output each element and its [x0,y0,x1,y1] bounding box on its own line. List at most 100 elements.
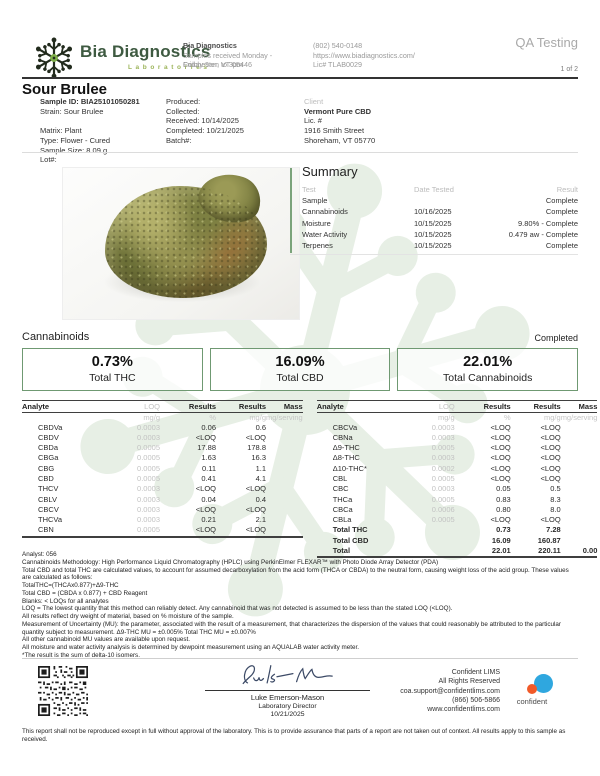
cannabinoids-section-title: Cannabinoids [22,331,90,343]
collected-date: Collected: [166,106,200,116]
confident-rights: All Rights Reserved [438,678,500,686]
summary-row: Moisture 10/15/2025 9.80% - Complete [302,218,578,228]
sample-title: Sour Brulee [22,81,108,98]
summary-divider [290,254,578,255]
completed-date: Completed: 10/21/2025 [166,126,244,136]
table-row: CBN 0.0005 <LOQ <LOQ [38,525,266,535]
table-row: CBCV 0.0003 <LOQ <LOQ [38,504,266,514]
footnote-line: All results reflect dry weight of materi… [22,613,234,620]
summary-title: Summary [302,164,358,179]
lab-website-link: https://www.biadiagnostics.com/ [313,50,415,60]
footnotes: Analyst: 056 Cannabinoids Methodology: H… [22,551,578,660]
dates-info-column: Produced: Collected: Received: 10/14/202… [166,97,296,146]
table-row: Total THC 0.73 7.28 [332,525,561,535]
brand-block: Bia Diagnostics Laboratories [80,42,211,71]
summary-table: Test Date Tested Result Sample Complete … [302,184,578,251]
header-divider [22,77,578,79]
lab-license: Lic# TLAB0029 [313,60,363,70]
page-number: 1 of 2 [560,66,578,73]
footnote-line: Measurement of Uncertainty (MU): the par… [22,620,562,636]
lab-phone: (802) 540-0148 [313,41,363,50]
table-row: CBNa 0.0003 <LOQ <LOQ [332,432,561,442]
sample-type: Type: Flower - Cured [40,135,111,145]
product-photo [62,167,300,320]
confident-email: coa.support@confidentlims.com [400,687,500,695]
info-divider [22,152,578,153]
hours-address-overlap: Friday 9am to 3pm Colchester, VT 05446 [183,60,308,70]
signatory-role: Laboratory Director [258,702,317,710]
analyte-table-left: Analyte LOQ Results Results Mass mg/g % … [22,400,303,538]
summary-col-date: Date Tested [414,185,454,194]
lab-name: Bia Diagnostics [183,41,237,50]
footnote-line: Blanks: < LOQs for all analytes [22,597,109,605]
total-box: 22.01% Total Cannabinoids [397,348,579,391]
table-row: CBL 0.0005 <LOQ <LOQ [332,473,561,483]
brand-subtitle: Laboratories [127,64,211,71]
footnote-line: *The result is the sum of delta-10 isome… [22,651,140,659]
table-row: CBDV 0.0003 <LOQ <LOQ [38,432,266,442]
table-row: Total 22.01 220.11 0.00 [332,546,598,556]
cannabinoids-status: Completed [534,333,578,343]
client-name: Vermont Pure CBD [304,106,372,116]
table-row: THCa 0.0005 0.83 8.3 [332,494,561,504]
summary-header-row: Test Date Tested Result [302,184,578,195]
qr-code [38,666,88,716]
client-city: Shoreham, VT 05770 [304,135,376,145]
analyte-rows-right: CBCVa 0.0003 <LOQ <LOQ CBNa 0.0003 <LOQ … [317,423,598,557]
client-license: Lic. # [304,116,322,126]
footnote-line: Analyst: 056 [22,551,57,558]
lab-contact: (802) 540-0148 https://www.biadiagnostic… [313,41,463,70]
analyte-tables: Analyte LOQ Results Results Mass mg/g % … [22,400,598,559]
address-text: Colchester, VT 05446 [183,60,252,70]
batch-number: Batch#: [166,135,192,145]
client-street: 1916 Smith Street [304,126,365,136]
hours-text: Friday 9am to 3pm [183,60,243,70]
table-row: CBCa 0.0006 0.80 8.0 [332,504,561,514]
table-row: CBLa 0.0005 <LOQ <LOQ [332,515,561,525]
analyte-table-right: Analyte LOQ Results Results Mass mg/g % … [316,400,598,559]
analyte-header-row: Analyte LOQ Results Results Mass [316,402,598,413]
footnote-line: All moisture and water activity analysis… [22,644,360,651]
analyte-units-row: mg/g % mg/g mg/serving [438,413,598,422]
summary-row: Terpenes 10/15/2025 Complete [302,241,578,251]
sample-size: Sample Size: 8.09 g [40,145,108,155]
table-row: CBDVa 0.0003 0.06 0.6 [38,422,266,432]
sample-strain: Strain: Sour Brulee [40,106,104,116]
confident-website: www.confidentlims.com [427,706,500,714]
qa-testing-label: QA Testing [515,35,578,50]
analyte-units-row: mg/g % mg/g mg/serving [143,413,303,422]
footnote-line: Cannabinoids Methodology: High Performan… [22,558,439,566]
confident-logo-text: confident [516,697,548,706]
client-info-column: Client Vermont Pure CBD Lic. # 1916 Smit… [304,97,464,146]
signature-block: Luke Emerson-Mason Laboratory Director 1… [200,662,375,719]
table-row: CBLV 0.0003 0.04 0.4 [38,494,266,504]
confident-name: Confident LIMS [451,669,500,676]
total-box: 16.09% Total CBD [209,348,391,391]
summary-rows: Sample Complete Cannabinoids 10/16/2025 … [302,195,578,251]
footnote-line: TotalTHC=(THCAx0.877)+Δ9-THC [22,582,119,589]
sample-lot: Lot#: [40,155,57,165]
summary-col-test: Test [302,185,316,194]
table-row: CBCVa 0.0003 <LOQ <LOQ [332,422,561,432]
table-row: CBGa 0.0005 1.63 16.3 [38,453,266,463]
footnote-line: LOQ = The lowest quantity that this meth… [22,605,453,613]
signature-date: 10/21/2025 [270,710,305,718]
sample-info-column: Sample ID: BIA25101050281 Strain: Sour B… [40,97,162,165]
sample-id: Sample ID: BIA25101050281 [40,97,140,106]
table-row: Δ9-THC 0.0005 <LOQ <LOQ [332,443,561,453]
brand-name: Bia Diagnostics [80,42,211,61]
table-row: THCV 0.0003 <LOQ <LOQ [38,484,266,494]
analyte-rows-left: CBDVa 0.0003 0.06 0.6 CBDV 0.0003 <LOQ <… [22,423,303,536]
table-row: THCVa 0.0003 0.21 2.1 [38,515,266,525]
table-row: CBC 0.0003 0.05 0.5 [332,484,561,494]
summary-row: Sample Complete [302,196,578,206]
table-row: CBG 0.0005 0.11 1.1 [38,463,266,473]
samples-received-line: Samples received Monday - [183,50,273,60]
confident-orange-circle [527,684,537,694]
footer-divider [22,658,578,659]
summary-accent-line [290,168,292,253]
sample-matrix: Matrix: Plant [40,126,82,136]
totals-boxes: 0.73% Total THC 16.09% Total CBD 22.01% … [22,348,579,391]
summary-col-result: Result [556,185,578,194]
